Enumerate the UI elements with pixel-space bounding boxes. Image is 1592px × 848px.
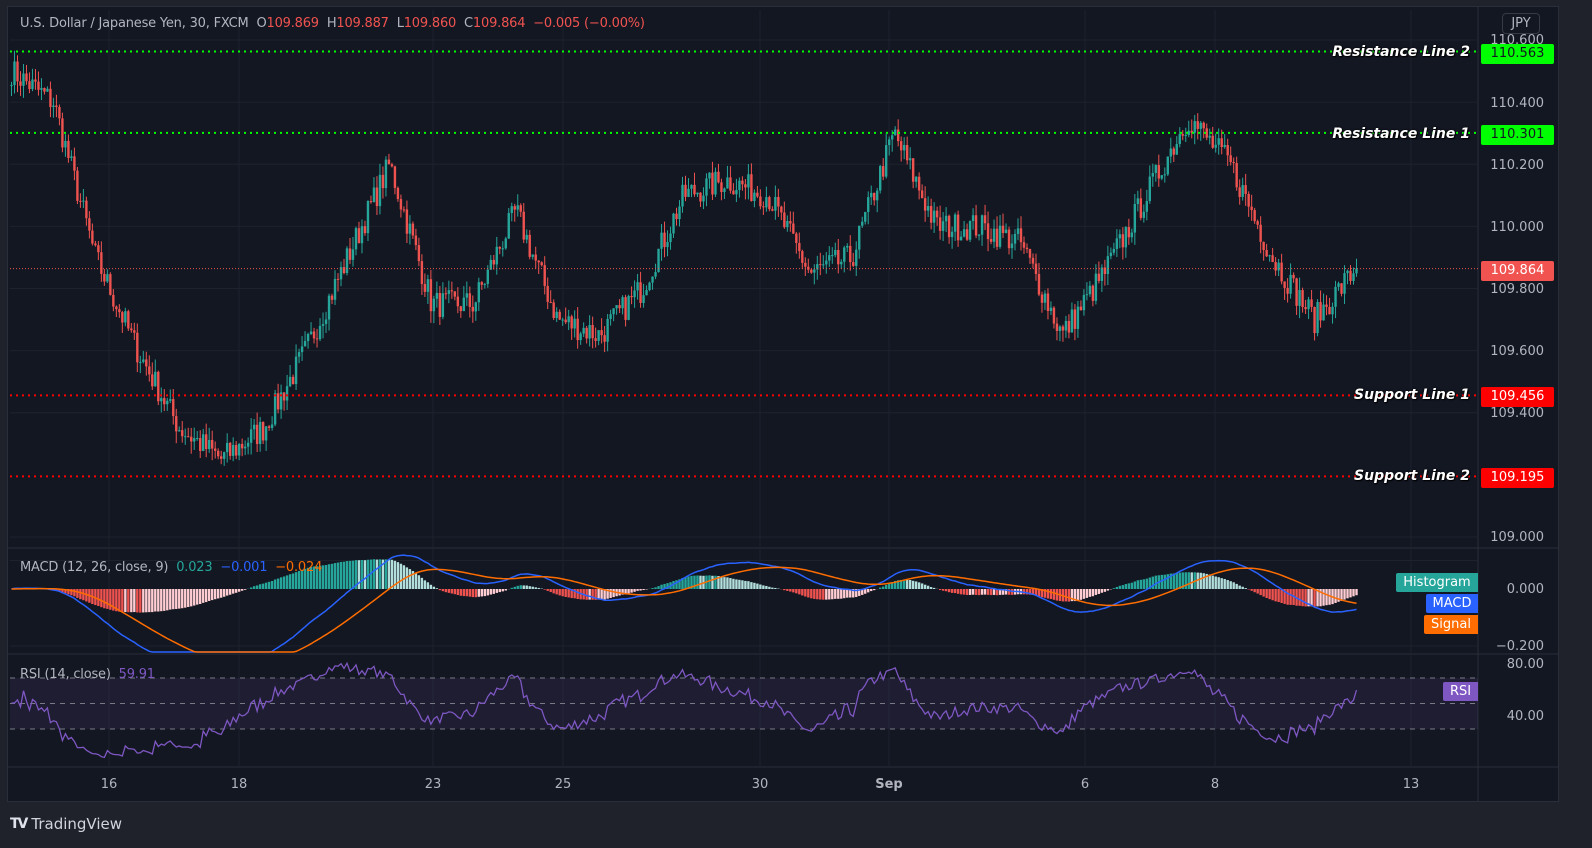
high-label: H: [326, 16, 337, 31]
rsi-line: [11, 661, 1358, 759]
macd-series: [11, 554, 1358, 653]
close-value: 109.864: [472, 16, 526, 31]
resistance-line-2-label: Resistance Line 2: [1332, 44, 1470, 60]
rsi-axis-tick: 80.00: [1506, 657, 1544, 672]
price-tick: 110.200: [1490, 158, 1544, 173]
symbol-legend: U.S. Dollar / Japanese Yen, 30, FXCM O10…: [20, 16, 645, 31]
price-tick: 109.600: [1490, 344, 1544, 359]
signal-tag: Signal: [1424, 615, 1478, 634]
high-value: 109.887: [336, 16, 389, 31]
histogram-tag: Histogram: [1396, 573, 1478, 592]
support-line-2-label: Support Line 2: [1354, 468, 1470, 484]
resistance-line-1-tag: 110.301: [1481, 125, 1554, 145]
price-tick: 110.400: [1490, 96, 1544, 111]
price-tick: 109.400: [1490, 406, 1544, 421]
time-tick: 18: [230, 777, 248, 792]
symbol-title: U.S. Dollar / Japanese Yen, 30, FXCM: [20, 16, 249, 31]
low-value: 109.860: [403, 16, 457, 31]
macd-tag: MACD: [1426, 594, 1478, 613]
macd-legend: MACD (12, 26, close, 9) 0.023 −0.001 −0.…: [20, 560, 322, 575]
time-tick: 16: [100, 777, 118, 792]
rsi-value: 59.91: [118, 667, 155, 682]
candlestick-series: [10, 50, 1358, 466]
resistance-line-2-tag: 110.563: [1481, 44, 1554, 64]
pane-borders: [8, 7, 1558, 801]
rsi-tag: RSI: [1443, 682, 1478, 701]
rsi-title: RSI (14, close): [20, 667, 111, 682]
support-line-1-label: Support Line 1: [1354, 387, 1470, 403]
time-tick: 23: [424, 777, 442, 792]
time-tick: Sep: [875, 777, 903, 792]
currency-button[interactable]: JPY: [1502, 13, 1540, 34]
price-tick: 109.800: [1490, 282, 1544, 297]
macd-axis-tick: 0.000: [1506, 582, 1544, 597]
open-label: O: [256, 16, 267, 31]
macd-title: MACD (12, 26, close, 9): [20, 560, 169, 575]
price-tick: 109.000: [1490, 530, 1544, 545]
resistance-line-1-label: Resistance Line 1: [1332, 126, 1470, 142]
rsi-legend: RSI (14, close) 59.91: [20, 667, 155, 682]
close-label: C: [464, 16, 473, 31]
grid-lines: [10, 10, 1478, 767]
last-price-tag: 109.864: [1481, 261, 1554, 281]
change-value: −0.005 (−0.00%): [533, 16, 645, 31]
time-tick: 13: [1402, 777, 1420, 792]
macd-histogram-value: 0.023: [176, 560, 213, 575]
support-line-2-tag: 109.195: [1481, 468, 1554, 488]
time-tick: 6: [1080, 777, 1090, 792]
footer-brand[interactable]: TV TradingView: [10, 815, 122, 833]
low-label: L: [396, 16, 404, 31]
time-tick: 8: [1210, 777, 1220, 792]
chart-frame: [7, 6, 1559, 802]
time-tick: 25: [554, 777, 572, 792]
support-line-1-tag: 109.456: [1481, 387, 1554, 407]
open-value: 109.869: [266, 16, 320, 31]
macd-macd-value: −0.001: [220, 560, 268, 575]
macd-signal-value: −0.024: [275, 560, 323, 575]
macd-axis-tick: −0.200: [1495, 639, 1544, 654]
tradingview-logo-icon: TV: [10, 816, 28, 832]
time-tick: 30: [751, 777, 769, 792]
price-tick: 110.000: [1490, 220, 1544, 235]
horizontal-lines: [10, 50, 1478, 478]
brand-name: TradingView: [31, 815, 123, 833]
rsi-axis-tick: 40.00: [1506, 709, 1544, 724]
